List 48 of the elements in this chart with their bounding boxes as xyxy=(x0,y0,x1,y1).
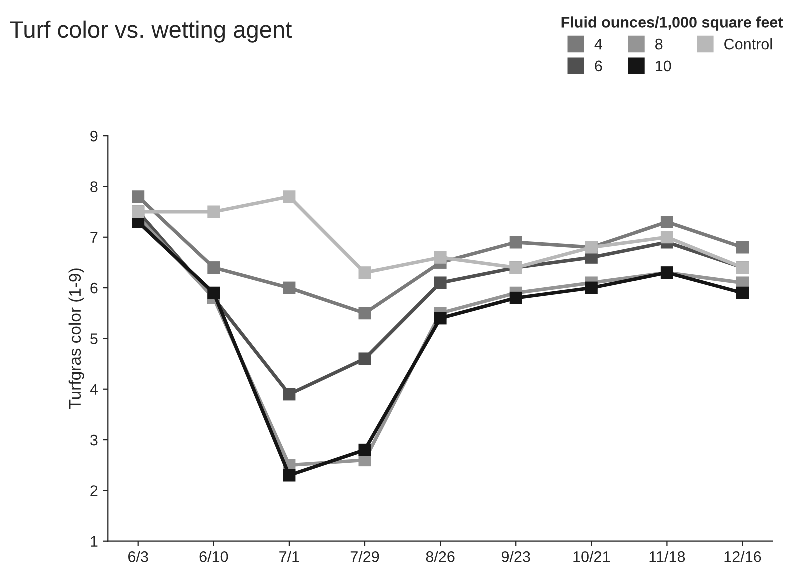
point xyxy=(510,236,522,249)
y-tick-label: 3 xyxy=(90,434,98,446)
y-tick-label: 4 xyxy=(90,384,98,395)
point xyxy=(736,241,749,254)
point xyxy=(660,216,674,228)
legend-title: Fluid ounces/1,000 square feet xyxy=(562,16,784,31)
legend-label: Control xyxy=(724,38,772,50)
legend-label: 6 xyxy=(595,60,602,72)
point xyxy=(660,231,674,244)
legend-label: 10 xyxy=(656,60,672,72)
point xyxy=(585,282,598,294)
point xyxy=(358,352,372,366)
x-tick-label: 9/23 xyxy=(502,551,530,562)
x-tick-label: 6/3 xyxy=(128,551,148,562)
x-tick-label: 12/16 xyxy=(724,551,762,562)
x-tick-label: 6/10 xyxy=(200,551,228,562)
point xyxy=(208,286,220,300)
y-tick-label: 5 xyxy=(90,334,98,344)
point xyxy=(283,190,296,204)
x-tick-label: 10/21 xyxy=(574,551,610,562)
y-tick-label: 7 xyxy=(90,232,98,243)
y-tick-label: 9 xyxy=(90,130,98,142)
legend-label: 8 xyxy=(656,38,663,50)
point xyxy=(283,388,296,401)
point xyxy=(283,282,296,294)
point xyxy=(283,469,296,482)
point xyxy=(132,190,145,204)
point xyxy=(434,312,447,325)
y-axis-title: Turfgras color (1-9) xyxy=(68,268,84,410)
legend-label: 4 xyxy=(594,39,602,50)
chart-title: Turf color vs. wetting agent xyxy=(10,20,292,43)
x-tick-label: 7/29 xyxy=(350,551,380,562)
point xyxy=(358,307,372,320)
point xyxy=(358,444,372,456)
point xyxy=(208,206,220,218)
x-tick-label: 11/18 xyxy=(650,551,686,562)
point xyxy=(736,286,749,300)
y-tick-label: 8 xyxy=(90,182,98,192)
y-tick-label: 2 xyxy=(90,486,98,496)
point xyxy=(208,262,220,274)
x-tick-label: 7/1 xyxy=(280,551,300,562)
point xyxy=(434,251,447,264)
x-tick-label: 8/26 xyxy=(426,551,455,562)
y-tick-label: 1 xyxy=(91,536,98,547)
point xyxy=(510,292,522,304)
point xyxy=(358,266,372,280)
point xyxy=(434,276,447,290)
y-tick-label: 6 xyxy=(90,282,98,294)
